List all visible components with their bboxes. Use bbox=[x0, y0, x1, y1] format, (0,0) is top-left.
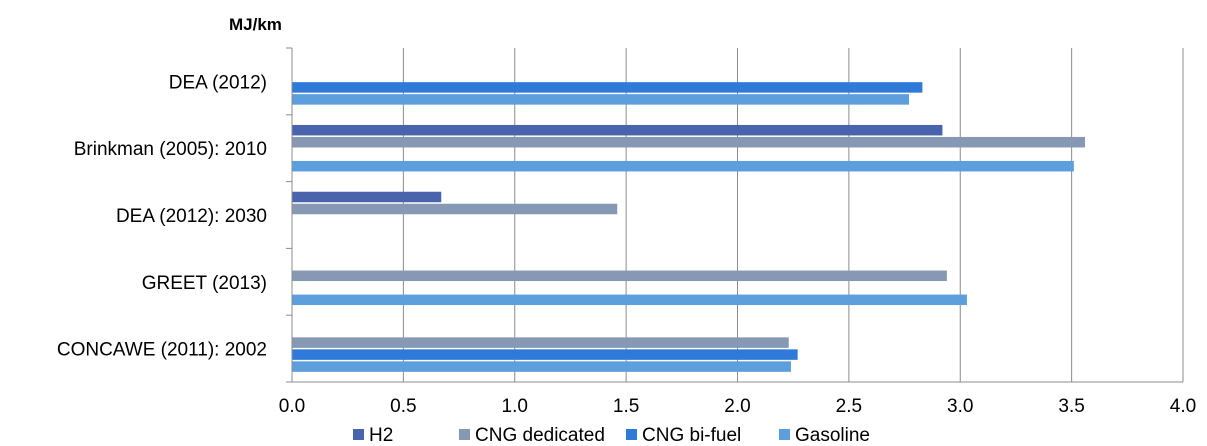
bars-group bbox=[292, 82, 1085, 372]
bar bbox=[292, 94, 910, 105]
axes bbox=[286, 47, 1183, 383]
x-tick-labels: 0.0 0.5 1.0 1.5 2.0 2.5 3.0 3.5 4.0 bbox=[279, 396, 1196, 417]
bar bbox=[292, 337, 789, 348]
category-label: Brinkman (2005): 2010 bbox=[74, 139, 267, 160]
bar bbox=[292, 191, 442, 203]
category-label: DEA (2012) bbox=[169, 72, 267, 93]
bar bbox=[292, 124, 943, 136]
legend-swatch bbox=[459, 429, 470, 440]
x-tick-label: 0.5 bbox=[390, 396, 416, 417]
legend-swatch bbox=[626, 429, 637, 440]
category-labels: DEA (2012) Brinkman (2005): 2010 DEA (2012… bbox=[57, 72, 267, 360]
x-tick-label: 4.0 bbox=[1170, 396, 1196, 417]
unit-label: MJ/km bbox=[229, 15, 282, 34]
legend-label: CNG bi-fuel bbox=[642, 425, 741, 446]
bar bbox=[292, 136, 1085, 148]
category-label: DEA (2012): 2030 bbox=[116, 206, 267, 227]
bar bbox=[292, 361, 791, 372]
x-tick-label: 1.5 bbox=[613, 396, 639, 417]
legend-swatch bbox=[779, 429, 790, 440]
legend-label: CNG dedicated bbox=[475, 425, 605, 446]
x-tick-label: 1.0 bbox=[502, 396, 528, 417]
category-label: GREET (2013) bbox=[142, 273, 267, 294]
legend-label: Gasoline bbox=[795, 425, 870, 446]
bar bbox=[292, 349, 798, 360]
legend-swatch bbox=[353, 429, 364, 440]
bar bbox=[292, 160, 1074, 172]
legend: H2 CNG dedicated CNG bi-fuel Gasoline bbox=[353, 425, 870, 446]
bar bbox=[292, 82, 923, 93]
x-tick-label: 3.5 bbox=[1058, 396, 1084, 417]
x-tick-label: 0.0 bbox=[279, 396, 305, 417]
bar bbox=[292, 294, 967, 306]
x-tick-label: 2.0 bbox=[724, 396, 750, 417]
x-tick-label: 3.0 bbox=[947, 396, 973, 417]
bar bbox=[292, 203, 618, 215]
legend-label: H2 bbox=[369, 425, 393, 446]
category-label: CONCAWE (2011): 2002 bbox=[57, 340, 267, 361]
x-tick-label: 2.5 bbox=[836, 396, 862, 417]
bar bbox=[292, 270, 947, 282]
